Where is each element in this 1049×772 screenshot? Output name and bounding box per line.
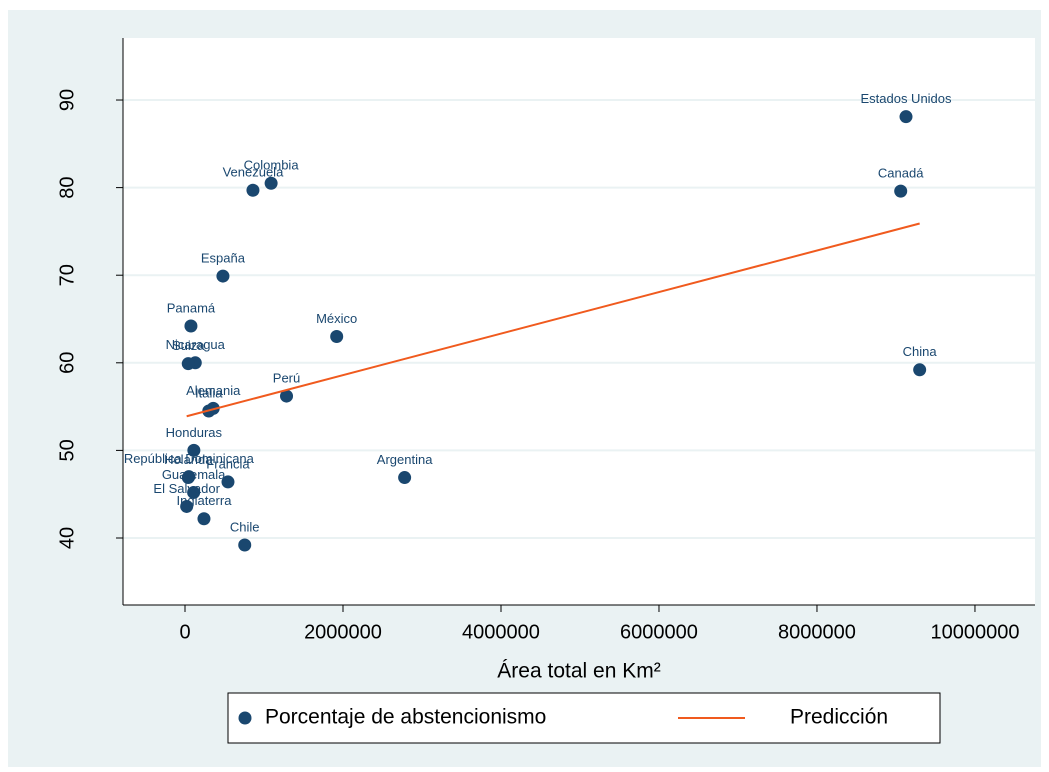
legend-box <box>227 692 941 744</box>
point <box>184 319 198 333</box>
point <box>894 184 908 198</box>
x-tick-label: 0 <box>179 621 190 643</box>
point <box>238 538 252 552</box>
point-label: Guatemala <box>162 467 226 482</box>
point-label: Canadá <box>878 166 924 181</box>
point-label: Francia <box>206 456 250 471</box>
point <box>913 363 927 377</box>
legend-label: Porcentaje de abstencionismo <box>265 706 546 729</box>
point <box>899 110 913 124</box>
plot-region <box>123 38 1035 605</box>
fit-line <box>186 222 920 418</box>
point-label: Venezuela <box>223 165 284 180</box>
point-label: China <box>903 344 938 359</box>
point <box>330 330 344 344</box>
y-tick-label: 70 <box>56 264 78 286</box>
point-label: España <box>201 251 246 266</box>
marks: Estados Unidos Canadá China ColombiaVenezue… <box>124 91 952 552</box>
point-label: Chile <box>230 519 260 534</box>
x-tick-label: 6000000 <box>620 621 698 643</box>
point <box>398 471 412 485</box>
y-tick-label: 90 <box>56 89 78 111</box>
point <box>246 183 260 197</box>
x-axis-label: Área total en Km² <box>497 660 660 683</box>
point-label: Holanda <box>164 452 213 467</box>
y-tick-label: 50 <box>56 439 78 461</box>
point <box>221 475 235 489</box>
point-label: Alemania <box>186 383 241 398</box>
x-tick-label: 10000000 <box>930 621 1019 643</box>
y-tick-label: 80 <box>56 176 78 198</box>
point-label: Inglaterra <box>177 493 233 508</box>
point <box>181 357 195 371</box>
point-label: Argentina <box>377 452 433 467</box>
x-tick-label: 2000000 <box>304 621 382 643</box>
legend-marker <box>238 711 252 725</box>
point-label: México <box>316 311 357 326</box>
point <box>187 443 201 457</box>
point-label: Colombia <box>244 158 300 173</box>
legend: Porcentaje de abstencionismo Predicción <box>238 706 888 729</box>
point-label: Italia <box>195 385 223 400</box>
point <box>216 269 230 283</box>
point-label: Perú <box>273 371 300 386</box>
point-label: Suiza <box>172 338 205 353</box>
point <box>180 499 194 513</box>
point-label: Estados Unidos <box>860 91 952 106</box>
point-label: Panamá <box>167 300 216 315</box>
point-label: Nicaragua <box>166 337 226 352</box>
y-tick-label: 40 <box>56 527 78 549</box>
point-label: Honduras <box>166 425 223 440</box>
point <box>264 176 278 190</box>
point <box>280 389 294 403</box>
point-label: República Dominicana <box>124 451 255 466</box>
point <box>197 512 211 526</box>
point <box>187 485 201 499</box>
y-tick-label: 60 <box>56 352 78 374</box>
x-tick-label: 8000000 <box>778 621 856 643</box>
legend-label: Predicción <box>790 706 888 729</box>
point <box>181 471 195 485</box>
x-tick-label: 4000000 <box>462 621 540 643</box>
point-label: El Salvador <box>153 481 220 496</box>
